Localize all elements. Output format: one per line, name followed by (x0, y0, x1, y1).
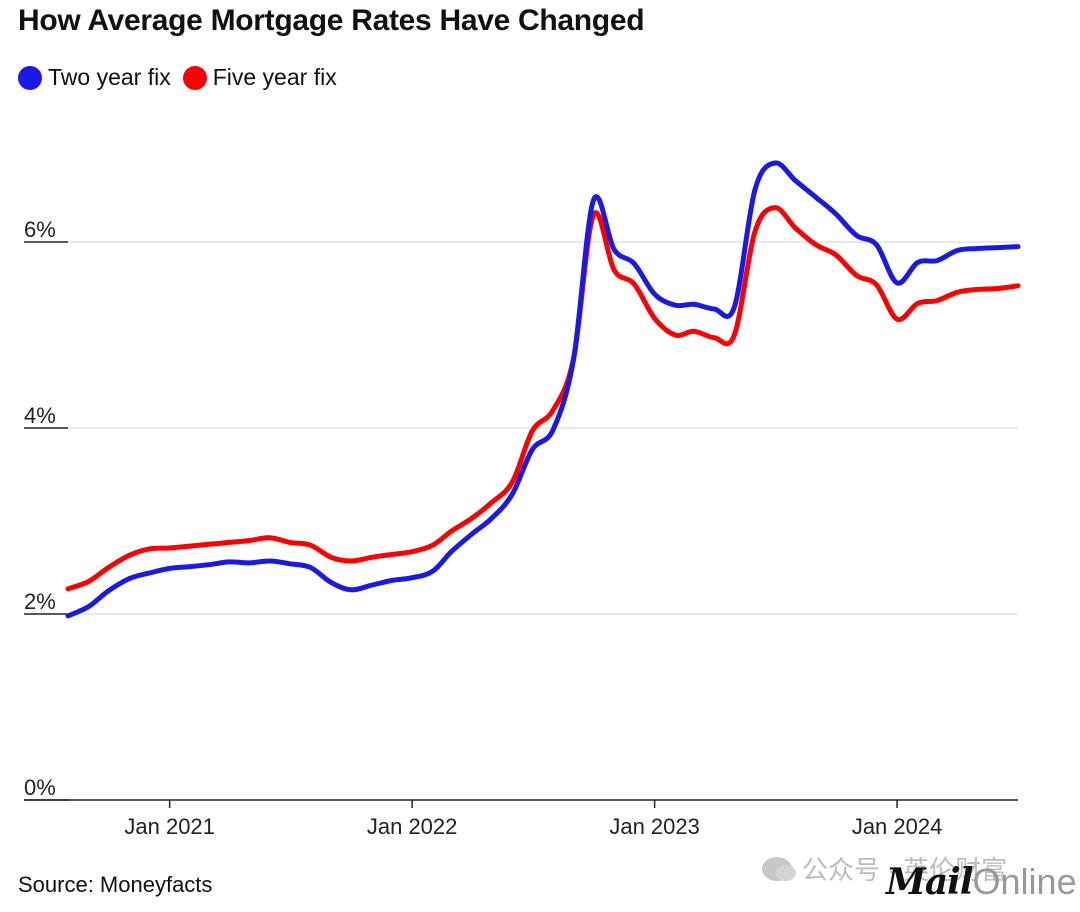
watermark-text: 公众号 · 英伦财富 (802, 855, 1008, 885)
two-year-swatch-icon (18, 65, 42, 90)
gridlines (24, 241, 1018, 801)
logo-online: Online (972, 861, 1077, 902)
series-lines (65, 160, 1021, 619)
y-tick-label: 0% (24, 775, 56, 800)
x-tick-label: Jan 2022 (367, 814, 458, 839)
y-tick-label: 2% (24, 589, 56, 614)
series-line-two-year (65, 160, 1021, 619)
series-line-five-year (65, 205, 1021, 592)
legend-item-two-year: Two year fix (18, 64, 171, 91)
chart-title: How Average Mortgage Rates Have Changed (18, 4, 645, 37)
legend: Two year fix Five year fix (18, 64, 349, 91)
y-tick-label: 6% (24, 217, 56, 242)
wechat-icon (762, 856, 796, 881)
source-note: Source: Moneyfacts (18, 872, 213, 897)
five-year-swatch-icon (182, 65, 207, 90)
x-tick-label: Jan 2023 (609, 814, 700, 839)
legend-label-two-year: Two year fix (48, 64, 171, 90)
tick-labels: 0% 2% 4% 6% Jan 2021 Jan 2022 Jan 2023 Jan 2024 (24, 217, 942, 839)
x-tick-label: Jan 2024 (852, 814, 943, 839)
x-tick-label: Jan 2021 (124, 814, 215, 839)
legend-label-five-year: Five year fix (212, 64, 337, 90)
mail-online-logo: MailOnline (886, 861, 1077, 903)
y-tick-label: 4% (24, 403, 56, 428)
wechat-watermark: 公众号 · 英伦财富 (762, 850, 1007, 887)
x-axis (24, 799, 1018, 808)
legend-item-five-year: Five year fix (182, 64, 337, 91)
logo-mail: Mail (886, 861, 974, 903)
